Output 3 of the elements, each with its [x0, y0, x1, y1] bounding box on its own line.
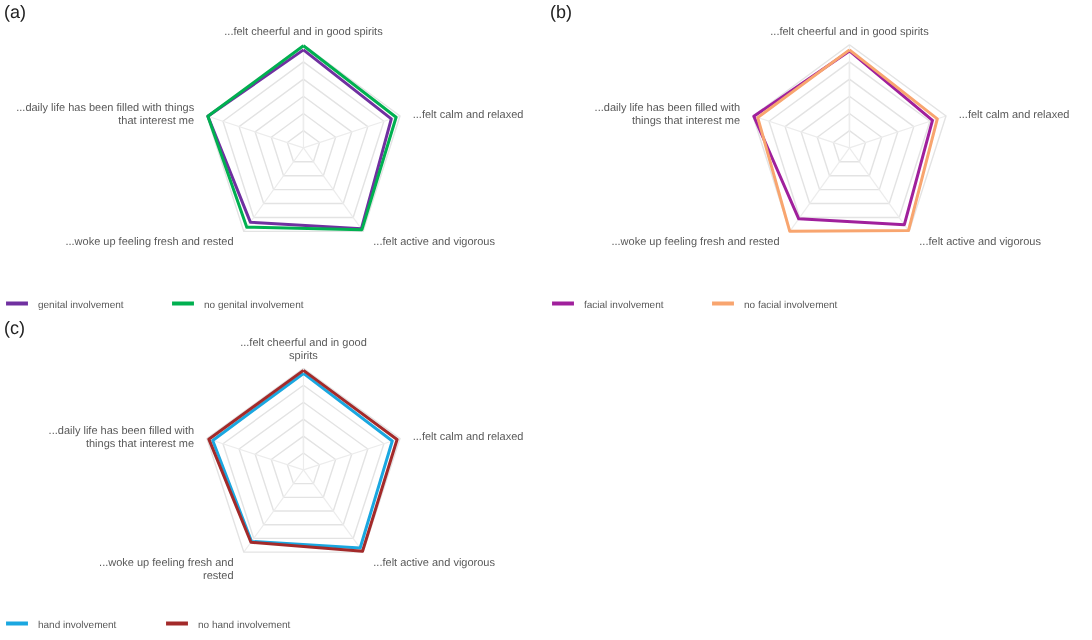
chart-title: (c) [4, 318, 25, 339]
chart-title: (a) [4, 2, 26, 22]
chart-title: (b) [550, 2, 572, 22]
